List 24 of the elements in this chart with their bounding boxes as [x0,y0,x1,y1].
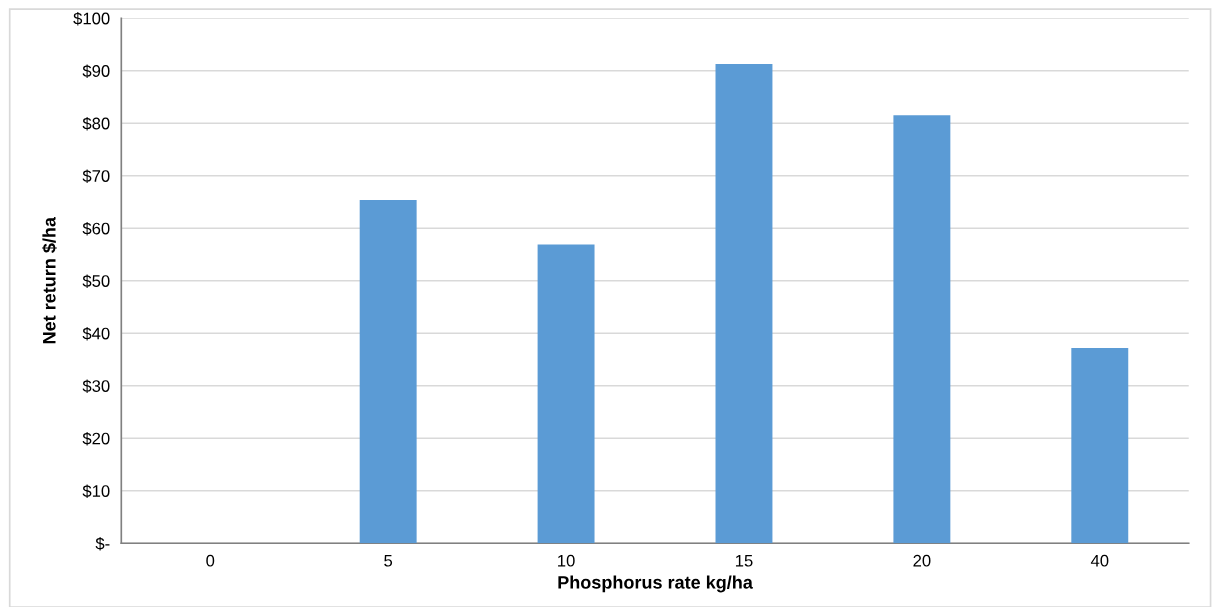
y-tick-label: $90 [82,64,110,78]
bar [893,115,951,544]
x-tick-label: 5 [384,554,393,567]
bar [1071,347,1129,544]
y-tick-label: $20 [82,431,110,446]
y-tick-label: $80 [82,116,110,131]
x-tick-label: 10 [558,554,575,567]
y-tick-label: $100 [73,11,110,26]
y-axis-title: Net return $/ha [42,216,57,344]
y-tick-label: $- [95,536,110,551]
y-tick-label: $30 [82,379,110,393]
x-tick-label: 15 [735,554,753,567]
y-tick-label: $40 [82,326,110,341]
bar [715,63,773,544]
x-tick-label: 20 [913,554,931,567]
x-tick-label: 0 [206,554,215,567]
y-tick-label: $70 [82,169,110,183]
x-axis-title: Phosphorus rate kg/ha [558,575,753,593]
bar [537,244,595,544]
x-tick-label: 40 [1090,554,1109,567]
y-tick-label: $10 [82,484,110,498]
y-tick-label: $50 [82,274,110,288]
y-tick-label: $60 [82,221,110,236]
bar [359,199,417,544]
